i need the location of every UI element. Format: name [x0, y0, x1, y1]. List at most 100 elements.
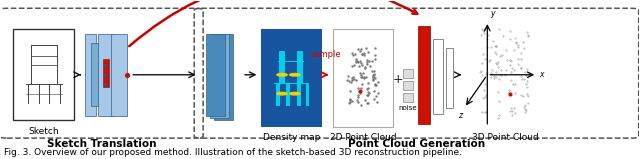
Point — [362, 102, 372, 105]
Point — [362, 94, 372, 96]
Point — [353, 60, 364, 63]
Bar — [210, 34, 229, 118]
Point — [353, 48, 363, 50]
Text: Density map: Density map — [263, 133, 320, 142]
Bar — [206, 34, 225, 116]
Point — [358, 71, 368, 74]
Point — [349, 78, 360, 80]
Point — [344, 90, 355, 92]
Point — [372, 92, 383, 95]
Point — [369, 97, 380, 100]
Point — [345, 101, 355, 103]
Point — [346, 81, 356, 83]
Bar — [98, 34, 115, 116]
Text: +: + — [392, 73, 403, 86]
Point — [344, 102, 354, 104]
Point — [347, 77, 357, 79]
Point — [356, 76, 367, 78]
Point — [371, 84, 381, 86]
Text: z: z — [458, 111, 462, 120]
Point — [358, 54, 369, 56]
Point — [355, 92, 365, 94]
Point — [359, 77, 369, 80]
Bar — [403, 69, 413, 78]
Text: Fig. 3. Overview of our proposed method. Illustration of the sketch-based 3D rec: Fig. 3. Overview of our proposed method.… — [4, 148, 462, 157]
Text: noise: noise — [399, 105, 417, 111]
Text: Point Cloud Generation: Point Cloud Generation — [348, 139, 485, 149]
Text: sample: sample — [311, 50, 342, 59]
Point — [356, 61, 366, 64]
Point — [348, 76, 358, 78]
Bar — [446, 48, 454, 108]
Point — [347, 65, 357, 67]
Point — [367, 78, 378, 81]
Bar — [274, 83, 309, 84]
Point — [367, 74, 378, 77]
Point — [351, 58, 362, 60]
Point — [351, 61, 361, 63]
Point — [367, 76, 378, 79]
Point — [356, 48, 366, 50]
Point — [348, 79, 358, 82]
Point — [347, 51, 357, 54]
Circle shape — [290, 73, 300, 76]
Point — [369, 83, 380, 85]
Point — [370, 54, 380, 57]
Bar — [297, 51, 303, 83]
Point — [362, 60, 372, 63]
Point — [351, 78, 361, 81]
Point — [355, 104, 365, 106]
Point — [356, 76, 367, 78]
Text: y: y — [490, 9, 494, 18]
Point — [362, 63, 372, 66]
Text: Sketch Translation: Sketch Translation — [47, 139, 156, 149]
Point — [363, 102, 373, 105]
Point — [362, 94, 372, 96]
Point — [356, 87, 366, 89]
Point — [357, 82, 367, 85]
Point — [355, 50, 365, 52]
Point — [361, 76, 371, 79]
Point — [353, 87, 364, 90]
Point — [371, 95, 381, 98]
Point — [356, 53, 367, 55]
Bar — [103, 59, 109, 87]
Point — [356, 73, 366, 76]
Point — [362, 88, 372, 90]
Point — [353, 101, 363, 103]
Point — [365, 65, 375, 67]
Point — [373, 80, 383, 83]
Bar — [333, 29, 394, 127]
Point — [370, 47, 380, 49]
Point — [364, 92, 374, 94]
Bar — [418, 26, 431, 124]
Text: x: x — [539, 70, 543, 79]
Point — [367, 70, 377, 72]
Point — [349, 64, 359, 66]
Point — [360, 99, 370, 102]
Bar — [276, 84, 280, 106]
Point — [355, 60, 365, 62]
Point — [362, 59, 372, 61]
Point — [357, 53, 367, 56]
Point — [372, 101, 382, 104]
Point — [344, 80, 355, 82]
Point — [363, 91, 373, 93]
Point — [369, 74, 379, 77]
Point — [347, 100, 357, 102]
Point — [351, 60, 361, 62]
Bar — [306, 84, 310, 106]
Circle shape — [277, 73, 287, 76]
Point — [368, 79, 378, 81]
Point — [353, 95, 364, 98]
Bar — [279, 51, 285, 83]
Point — [363, 82, 373, 84]
Point — [367, 60, 377, 63]
Bar — [297, 84, 301, 106]
Point — [360, 47, 371, 49]
Point — [342, 79, 353, 82]
Point — [369, 70, 379, 72]
Point — [362, 87, 372, 90]
Point — [356, 63, 367, 66]
Point — [346, 98, 356, 100]
